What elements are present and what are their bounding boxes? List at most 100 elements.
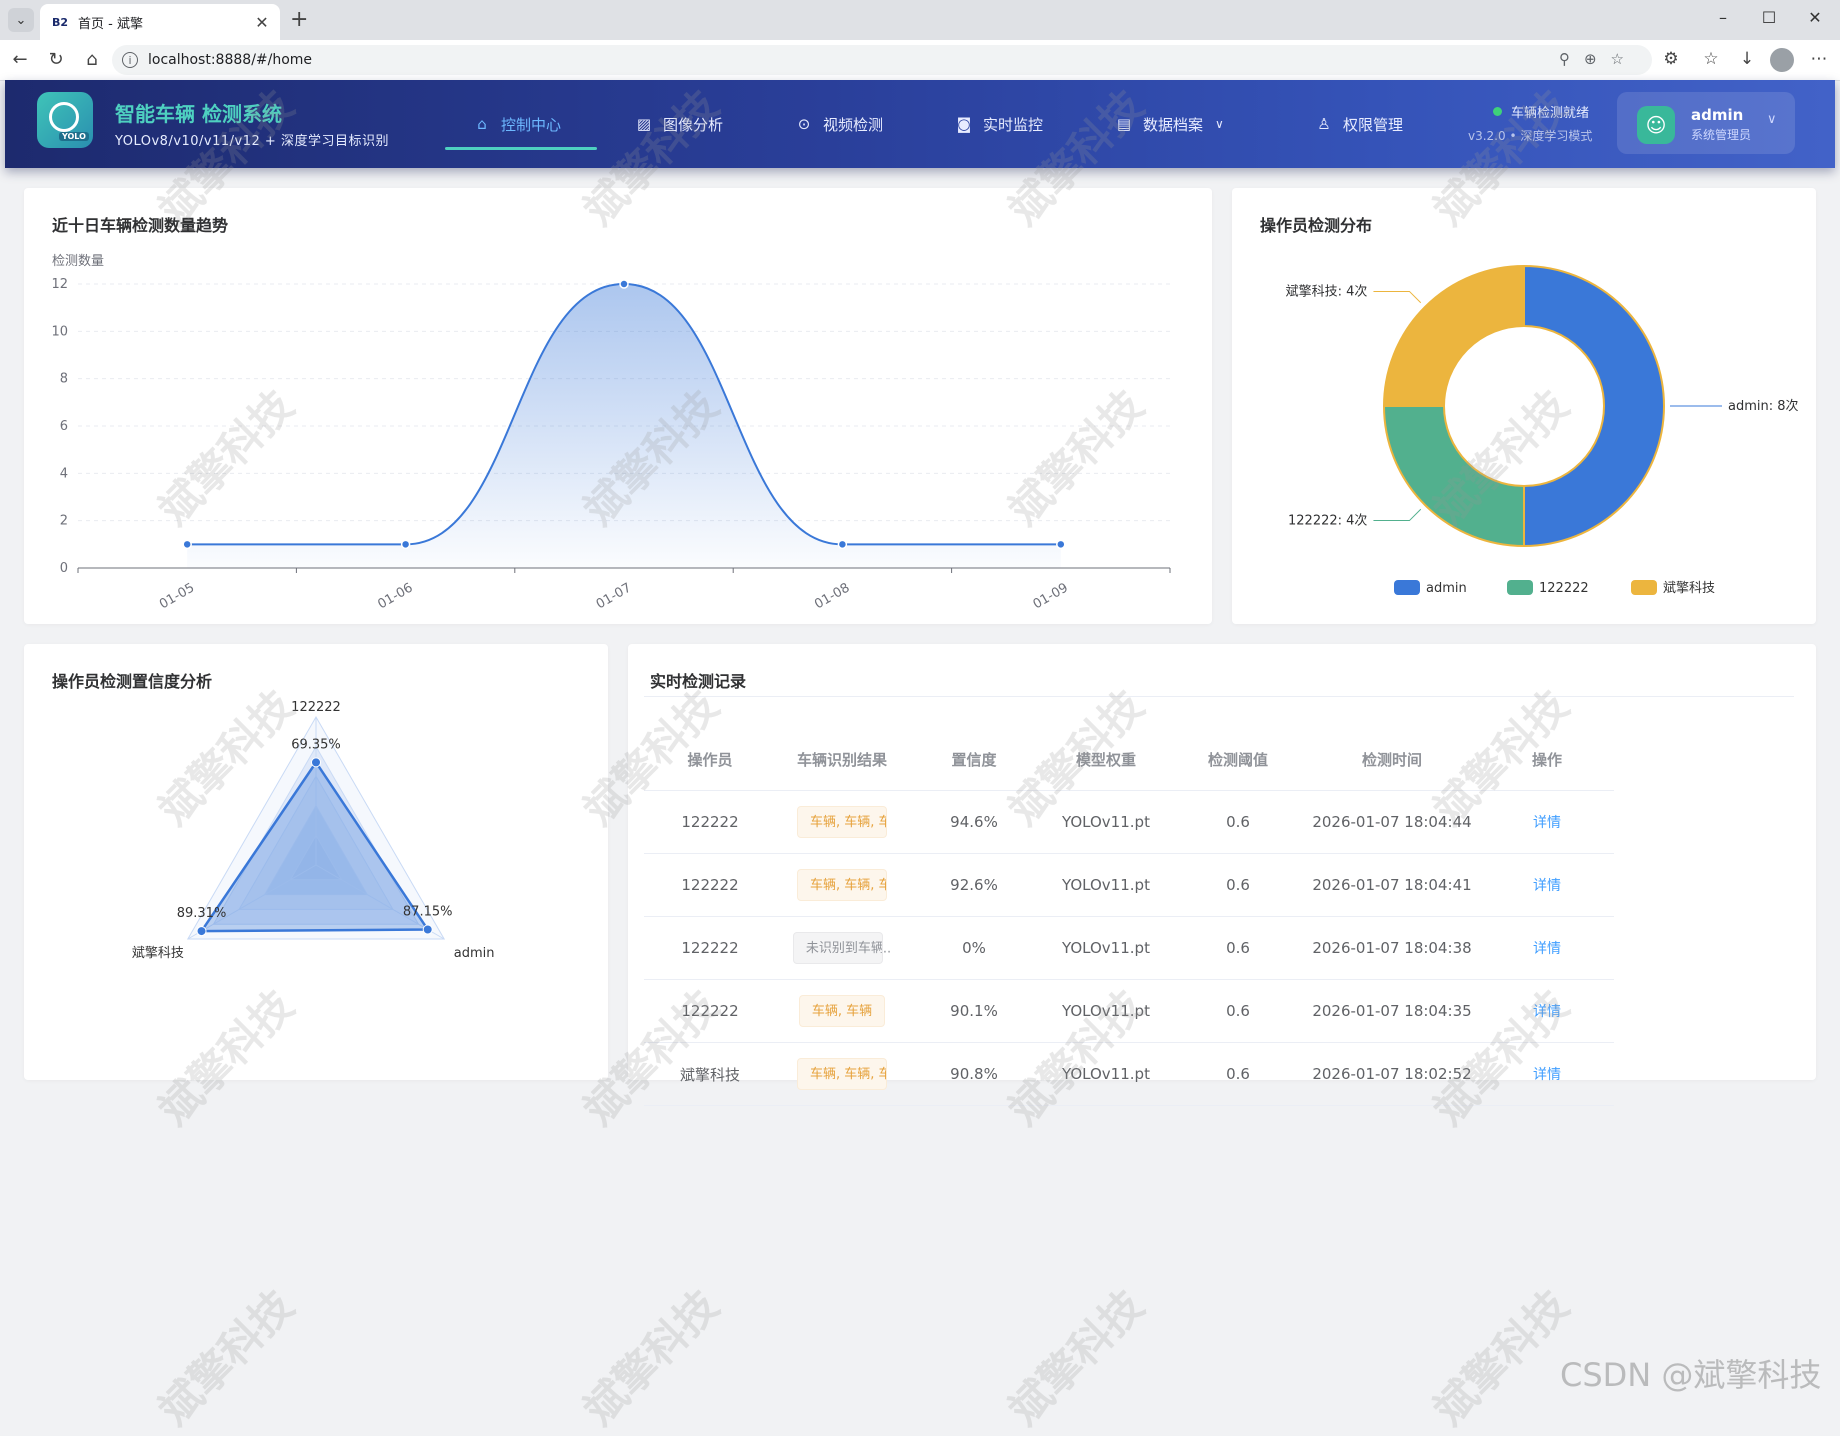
cell-confidence: 94.6% [908,790,1040,854]
profile-avatar[interactable] [1770,48,1794,72]
new-tab-icon[interactable]: + [290,7,309,32]
trend-data-point[interactable] [837,539,848,550]
cell-action: 详情 [1480,1042,1614,1106]
y-tick-label: 4 [60,466,68,481]
table-row: 122222 车辆, 车辆, 车辆, 车辆 94.6%YOLOv11.pt0.620… [644,790,1614,854]
trend-data-point[interactable] [619,279,629,289]
radar-value-label: 87.15% [403,904,453,919]
user-menu[interactable]: ☺ admin 系统管理员 ∨ [1617,92,1795,154]
cell-time: 2026-01-07 18:04:41 [1304,853,1480,917]
nav-image-analysis[interactable]: ▨ 图像分析 [635,80,723,168]
nav-realtime-monitor[interactable]: ◙ 实时监控 [955,80,1043,168]
app-subtitle: YOLOv8/v10/v11/v12 + 深度学习目标识别 [115,134,389,149]
nav-label: 视频检测 [823,115,884,134]
active-nav-indicator [445,147,597,150]
trend-area [187,284,1061,568]
radar-axis [187,864,317,940]
extensions-icon[interactable]: ⚙ [1663,49,1679,69]
reload-icon[interactable]: ↻ [48,49,64,70]
nav-permission[interactable]: ♙ 权限管理 [1315,80,1403,168]
site-info-icon[interactable]: i [122,52,138,68]
legend-label[interactable]: 斌擎科技 [1663,581,1715,596]
tab-list-icon[interactable]: ⌄ [8,8,34,32]
cell-time: 2026-01-07 18:04:38 [1304,916,1480,980]
detail-link[interactable]: 详情 [1533,1067,1561,1083]
cell-operator: 122222 [644,979,776,1043]
cell-action: 详情 [1480,853,1614,917]
y-tick-label: 6 [60,419,68,434]
minimize-icon[interactable]: – [1719,8,1727,27]
y-tick-label: 2 [60,514,68,529]
tab-close-icon[interactable]: ✕ [255,12,269,32]
favorites-icon[interactable]: ☆ [1703,49,1719,69]
y-tick-label: 10 [51,324,68,339]
radar-indicator-label: 122222 [291,700,341,715]
pie-card: 操作员检测分布 admin: 8次 122222: 4次 斌擎科技: 4次 admi… [1232,188,1816,624]
legend-swatch[interactable] [1394,580,1420,595]
window-close-icon[interactable]: ✕ [1808,8,1822,27]
pie-slice-label: 斌擎科技: 4次 [1286,283,1368,299]
status-dot-icon [1493,107,1502,116]
browser-tab[interactable]: B2 首页 - 斌擎 ✕ [40,4,280,40]
detail-link[interactable]: 详情 [1533,815,1561,831]
detail-link[interactable]: 详情 [1533,941,1561,957]
cell-result: 车辆, 车辆, 车辆, 车辆 [776,790,908,854]
pie-slice-斌擎科技[interactable] [1383,265,1525,407]
nav-data-archive[interactable]: ▤ 数据档案 ∨ [1115,80,1224,168]
radar-value-label: 89.31% [177,906,227,921]
table-row: 122222 未识别到车辆.. 0% YOLOv11.pt 0.6 2026-01-07 … [644,916,1614,980]
more-menu-icon[interactable]: ⋯ [1810,49,1828,69]
detail-link[interactable]: 详情 [1533,1004,1561,1020]
y-tick-label: 0 [60,561,68,576]
cell-result: 未识别到车辆.. [776,916,908,980]
cell-threshold: 0.6 [1172,916,1304,980]
trend-data-point[interactable] [400,539,411,550]
maximize-icon[interactable]: ☐ [1761,8,1777,27]
cell-time: 2026-01-07 18:04:44 [1304,790,1480,854]
radar-data-point[interactable] [311,757,321,768]
radar-data-point[interactable] [196,926,207,937]
cell-operator: 122222 [644,790,776,854]
cell-model: YOLOv11.pt [1040,979,1172,1043]
legend-swatch[interactable] [1507,580,1533,595]
col-time: 检测时间 [1304,728,1480,791]
cell-time: 2026-01-07 18:04:35 [1304,979,1480,1043]
omnibox-actions-icon[interactable]: ⚲⊕☆ [1558,50,1638,68]
image-icon: ▨ [636,115,652,133]
nav-video-detection[interactable]: ⊙ 视频检测 [795,80,883,168]
x-tick-label: 01-05 [157,580,197,612]
legend-label[interactable]: 122222 [1539,581,1589,596]
col-threshold: 检测阈值 [1172,728,1304,791]
watermark-text: 斌擎科技 [574,1280,728,1435]
detail-link[interactable]: 详情 [1533,878,1561,894]
back-icon[interactable]: ← [12,49,28,70]
csdn-watermark: CSDN @斌擎科技 [1560,1356,1822,1394]
col-operator: 操作员 [644,728,776,791]
trend-card-title: 近十日车辆检测数量趋势 [52,216,229,235]
nav-control-center[interactable]: ⌂ 控制中心 [473,80,561,168]
x-tick-label: 01-08 [812,580,852,612]
camera-icon: ◙ [956,115,972,133]
home-page-icon[interactable]: ⌂ [86,49,98,70]
trend-data-point[interactable] [182,539,192,550]
cell-model: YOLOv11.pt [1040,790,1172,854]
cell-model: YOLOv11.pt [1040,916,1172,980]
trend-data-point[interactable] [1056,539,1066,550]
legend-label[interactable]: admin [1426,581,1467,596]
url-input[interactable]: i localhost:8888/#/home ⚲⊕☆ [112,45,1652,75]
pie-label-line [1373,508,1422,522]
radar-data-point[interactable] [422,924,433,935]
download-icon[interactable]: ↓ [1739,49,1755,69]
pie-slice-admin[interactable] [1523,265,1665,547]
cell-result: 车辆, 车辆 [776,979,908,1043]
nav-label: 权限管理 [1343,115,1404,134]
nav-label: 图像分析 [663,115,724,134]
pie-slice-122222[interactable] [1383,405,1525,547]
chevron-down-icon: ∨ [1767,112,1777,127]
result-overflow: .. [882,941,892,957]
result-tag: 车辆, 车辆, 车辆, 车辆 [797,806,887,838]
watermark-text: 斌擎科技 [149,1280,303,1435]
x-tick-label: 01-06 [375,580,415,612]
legend-swatch[interactable] [1631,580,1657,595]
address-bar: ← ↻ ⌂ i localhost:8888/#/home ⚲⊕☆ ⚙ ☆ ↓ … [0,40,1840,81]
